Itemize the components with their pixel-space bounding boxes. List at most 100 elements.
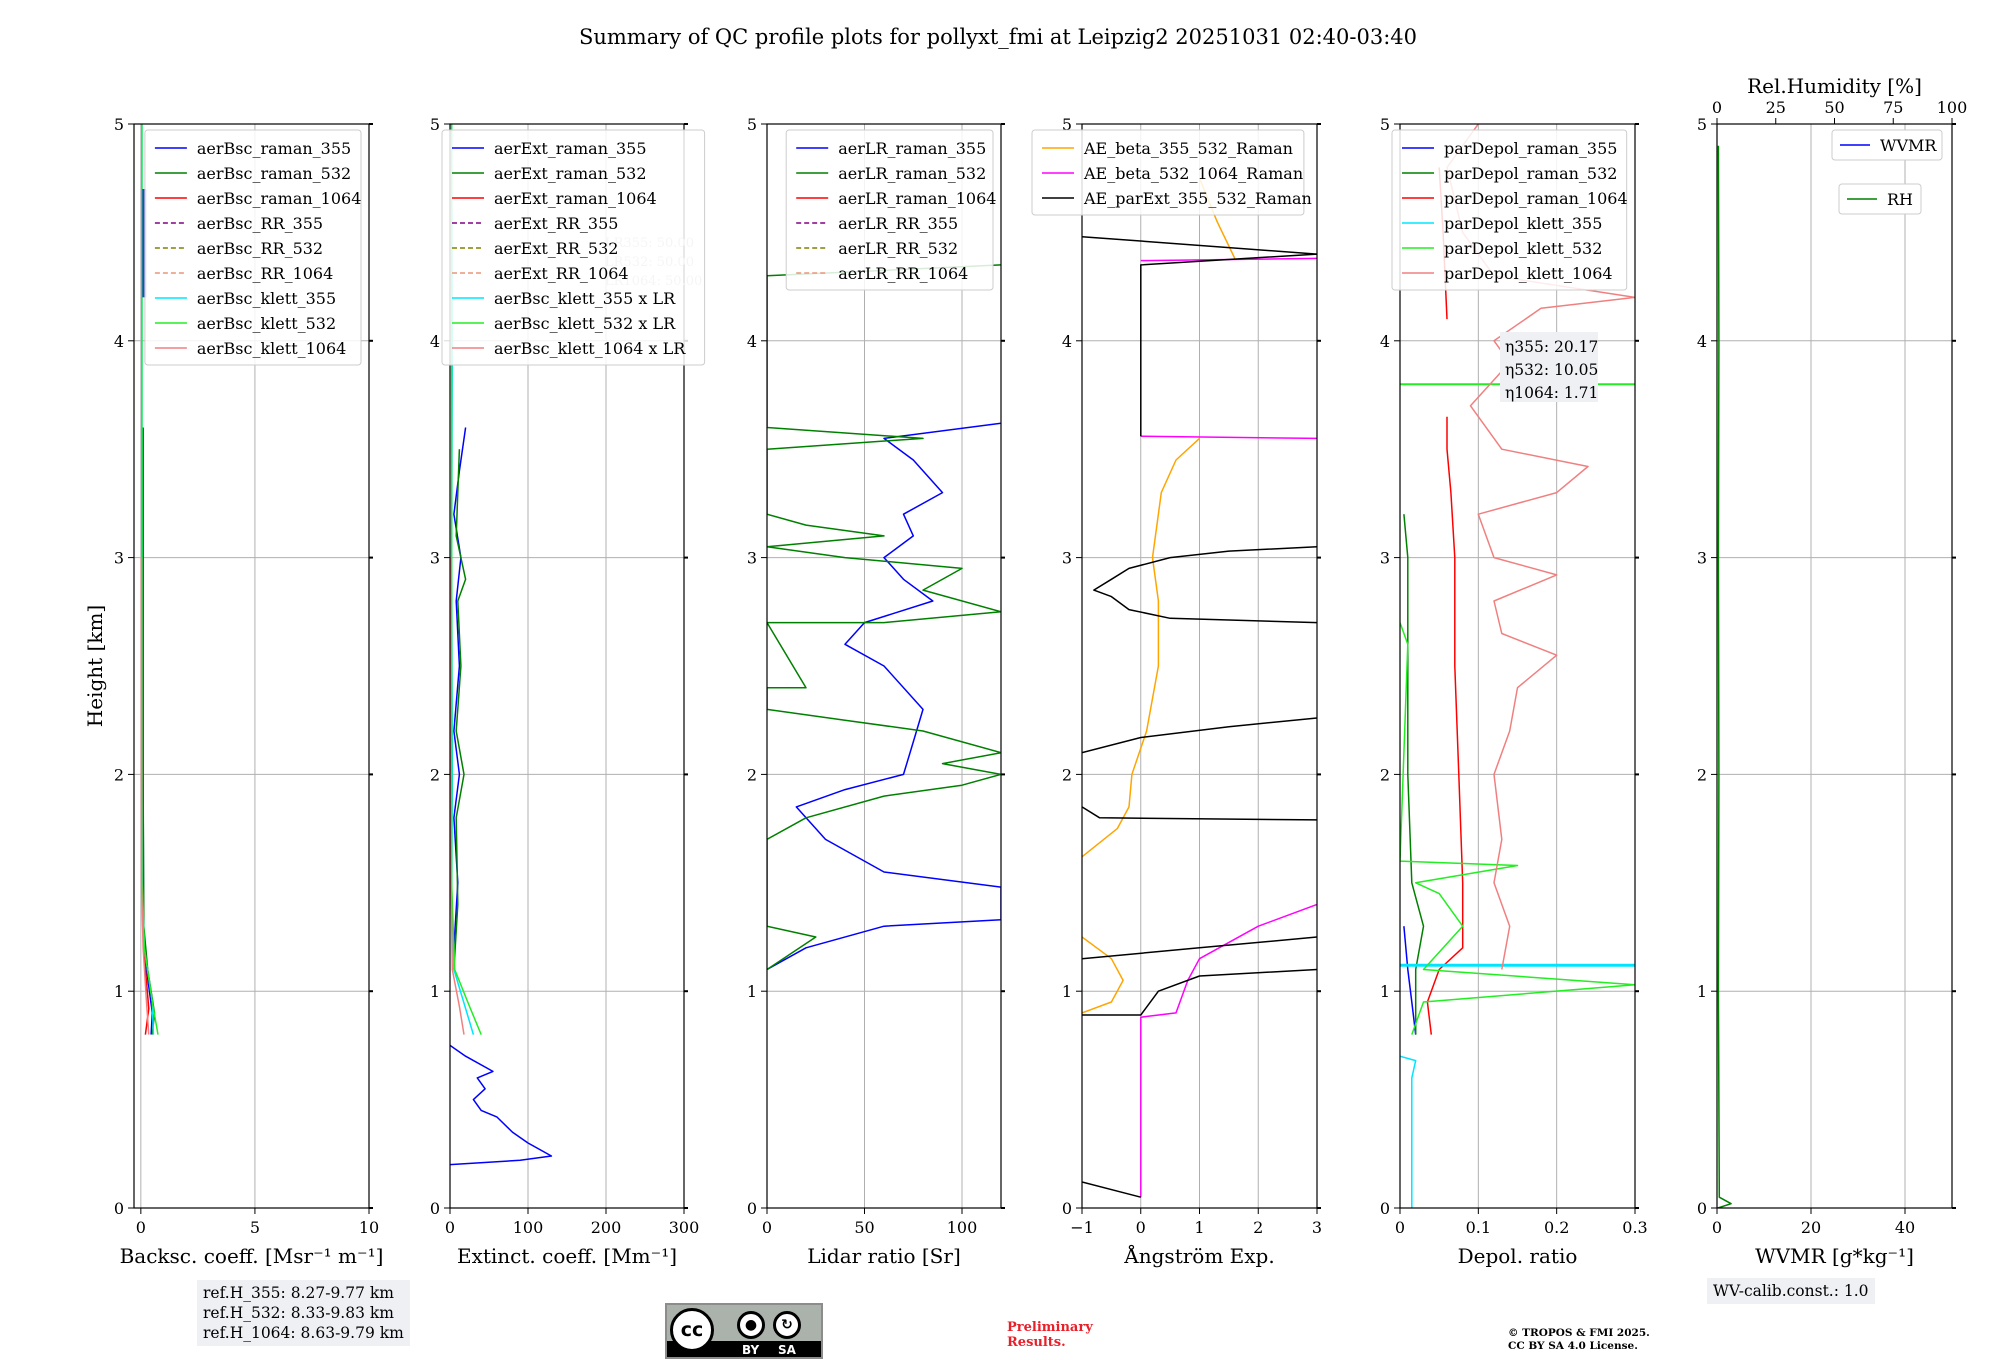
x-tick-label: 10: [359, 1218, 379, 1237]
legend-entry: parDepol_raman_355: [1444, 139, 1617, 158]
legend-entry: parDepol_klett_355: [1444, 214, 1602, 233]
wv-calib-constant: WV-calib.const.: 1.0: [1713, 1282, 1869, 1300]
top-x-tick-label: 50: [1824, 98, 1844, 117]
legend-box: [441, 129, 706, 366]
x-tick-label: 0: [1395, 1218, 1405, 1237]
legend-entry: aerExt_RR_532: [494, 239, 618, 258]
y-tick-label: 1: [1697, 982, 1707, 1001]
series-line-aerext-raman-355-low: [450, 1044, 553, 1166]
chart-panel-backscatter: 0 5 10 0 1 2 3 4 5 Backsc. coeff. [Msr⁻¹ m⁻¹] Heig…: [83, 115, 383, 1268]
copyright-line-1: © TROPOS & FMI 2025.: [1508, 1327, 1650, 1339]
y-tick-label: 2: [1380, 765, 1390, 784]
legend-entry: AE_beta_532_1064_Raman: [1083, 164, 1303, 183]
reference-heights-box: ref.H_355: 8.27-9.77 km ref.H_532: 8.33-…: [197, 1280, 410, 1346]
legend-entry: AE_parExt_355_532_Raman: [1083, 189, 1312, 208]
legend-entry: aerBsc_RR_355: [197, 214, 323, 233]
y-tick-label: 5: [1380, 115, 1390, 134]
y-tick-label: 4: [1380, 332, 1390, 351]
series-group: [450, 124, 553, 1166]
legend-entry: aerLR_raman_532: [838, 164, 986, 183]
series-line-aerlr-raman-355: [767, 422, 1001, 971]
legend-entry: aerLR_RR_532: [838, 239, 958, 258]
x-axis-label: Lidar ratio [Sr]: [807, 1244, 961, 1268]
series-line-rh: [1717, 145, 1732, 1208]
y-tick-label: 2: [114, 765, 124, 784]
cc-sa-label: SA: [778, 1343, 796, 1357]
series-line-pardepol-raman-355: [1403, 926, 1417, 1035]
top-x-axis-label: Rel.Humidity [%]: [1747, 74, 1922, 98]
legend-entry: WVMR: [1880, 136, 1937, 155]
share-alike-icon: ↻: [773, 1311, 801, 1339]
series-line-ae-beta-355-532-raman-b: [1082, 437, 1201, 858]
series-line-pardepol-raman-1064: [1426, 416, 1464, 1035]
x-tick-label: 3: [1312, 1218, 1322, 1237]
chart-panel-lidar_ratio: 0 50 100 0 1 2 3 4 5 Lidar ratio [Sr] aerLR_raman_…: [747, 115, 1005, 1268]
x-axis-label: WVMR [g*kg⁻¹]: [1755, 1244, 1914, 1268]
series-group: [140, 124, 159, 1035]
top-x-tick-label: 25: [1766, 98, 1786, 117]
y-tick-label: 4: [1062, 332, 1072, 351]
y-tick-label: 0: [114, 1199, 124, 1218]
series-line-aerlr-raman-532: [767, 264, 1001, 971]
legend-entry: parDepol_klett_532: [1444, 239, 1602, 258]
legend-box: [1391, 129, 1628, 291]
series-group: [1082, 177, 1317, 1198]
series-line-aerext-raman-532: [453, 449, 467, 970]
axes-frame: [766, 123, 1002, 1209]
x-tick-label: 40: [1895, 1218, 1915, 1237]
x-tick-label: 100: [513, 1218, 544, 1237]
series-line-ae-parext-355-532-raman-d: [1082, 806, 1317, 821]
legend-box: [1031, 129, 1305, 216]
legend-box: [1838, 183, 1922, 215]
figure-title: Summary of QC profile plots for pollyxt_…: [579, 25, 1417, 49]
person-icon: ●: [737, 1311, 765, 1339]
series-line-ae-beta-355-532-raman-a: [1082, 936, 1124, 1014]
y-tick-label: 4: [430, 332, 440, 351]
x-tick-label: 300: [669, 1218, 700, 1237]
x-tick-label: 20: [1801, 1218, 1821, 1237]
y-tick-label: 2: [430, 765, 440, 784]
legend-box: [785, 129, 994, 291]
legend-entry: aerBsc_klett_1064 x LR: [494, 339, 686, 358]
series-line-ae-parext-355-532-raman-b: [1082, 968, 1317, 1016]
legend-entry: aerBsc_RR_532: [197, 239, 323, 258]
legend-entry: aerLR_raman_355: [838, 139, 986, 158]
eta-box: [1500, 332, 1598, 402]
series-line-ae-beta-532-1064-raman: [1140, 903, 1317, 1198]
x-tick-label: 100: [947, 1218, 978, 1237]
legend-entry: aerBsc_raman_532: [197, 164, 351, 183]
y-tick-label: 1: [747, 982, 757, 1001]
y-tick-label: 1: [1380, 982, 1390, 1001]
legend-entry: aerBsc_klett_355: [197, 289, 336, 308]
legend-entry: aerBsc_klett_532 x LR: [494, 314, 676, 333]
eta-value-label: η355: 20.17: [1505, 338, 1598, 356]
copyright-line-2: CC BY SA 4.0 License.: [1508, 1340, 1638, 1352]
ref-height-1064: ref.H_1064: 8.63-9.79 km: [203, 1324, 404, 1342]
legend-entry: aerExt_RR_1064: [494, 264, 629, 283]
series-line-aerbsc-klett-1064: [140, 557, 150, 1035]
y-tick-label: 3: [747, 549, 757, 568]
axes-frame: [449, 123, 685, 1209]
x-axis-label: Extinct. coeff. [Mm⁻¹]: [457, 1244, 677, 1268]
legend-entry: aerBsc_RR_1064: [197, 264, 333, 283]
top-x-tick-label: 0: [1712, 98, 1722, 117]
legend-entry: aerLR_raman_1064: [838, 189, 996, 208]
axes-frame: [1716, 123, 1953, 1209]
y-tick-label: 3: [430, 549, 440, 568]
legend-entry: aerLR_RR_1064: [838, 264, 968, 283]
axes-frame: [133, 123, 370, 1209]
preliminary-results-note: Preliminary Results.: [1007, 1320, 1093, 1350]
legend-entry: aerBsc_raman_1064: [197, 189, 362, 208]
legend-entry: aerBsc_klett_532: [197, 314, 336, 333]
x-axis-label: Depol. ratio: [1458, 1244, 1578, 1268]
y-axis-label: Height [km]: [83, 605, 107, 727]
x-tick-label: 5: [250, 1218, 260, 1237]
legend-entry: aerExt_RR_355: [494, 214, 618, 233]
axes-frame: [1399, 123, 1636, 1209]
copyright-notice: © TROPOS & FMI 2025. CC BY SA 4.0 Licens…: [1508, 1327, 1650, 1353]
cc-by-label: BY: [742, 1343, 760, 1357]
y-tick-label: 2: [747, 765, 757, 784]
x-tick-label: 0.3: [1622, 1218, 1647, 1237]
